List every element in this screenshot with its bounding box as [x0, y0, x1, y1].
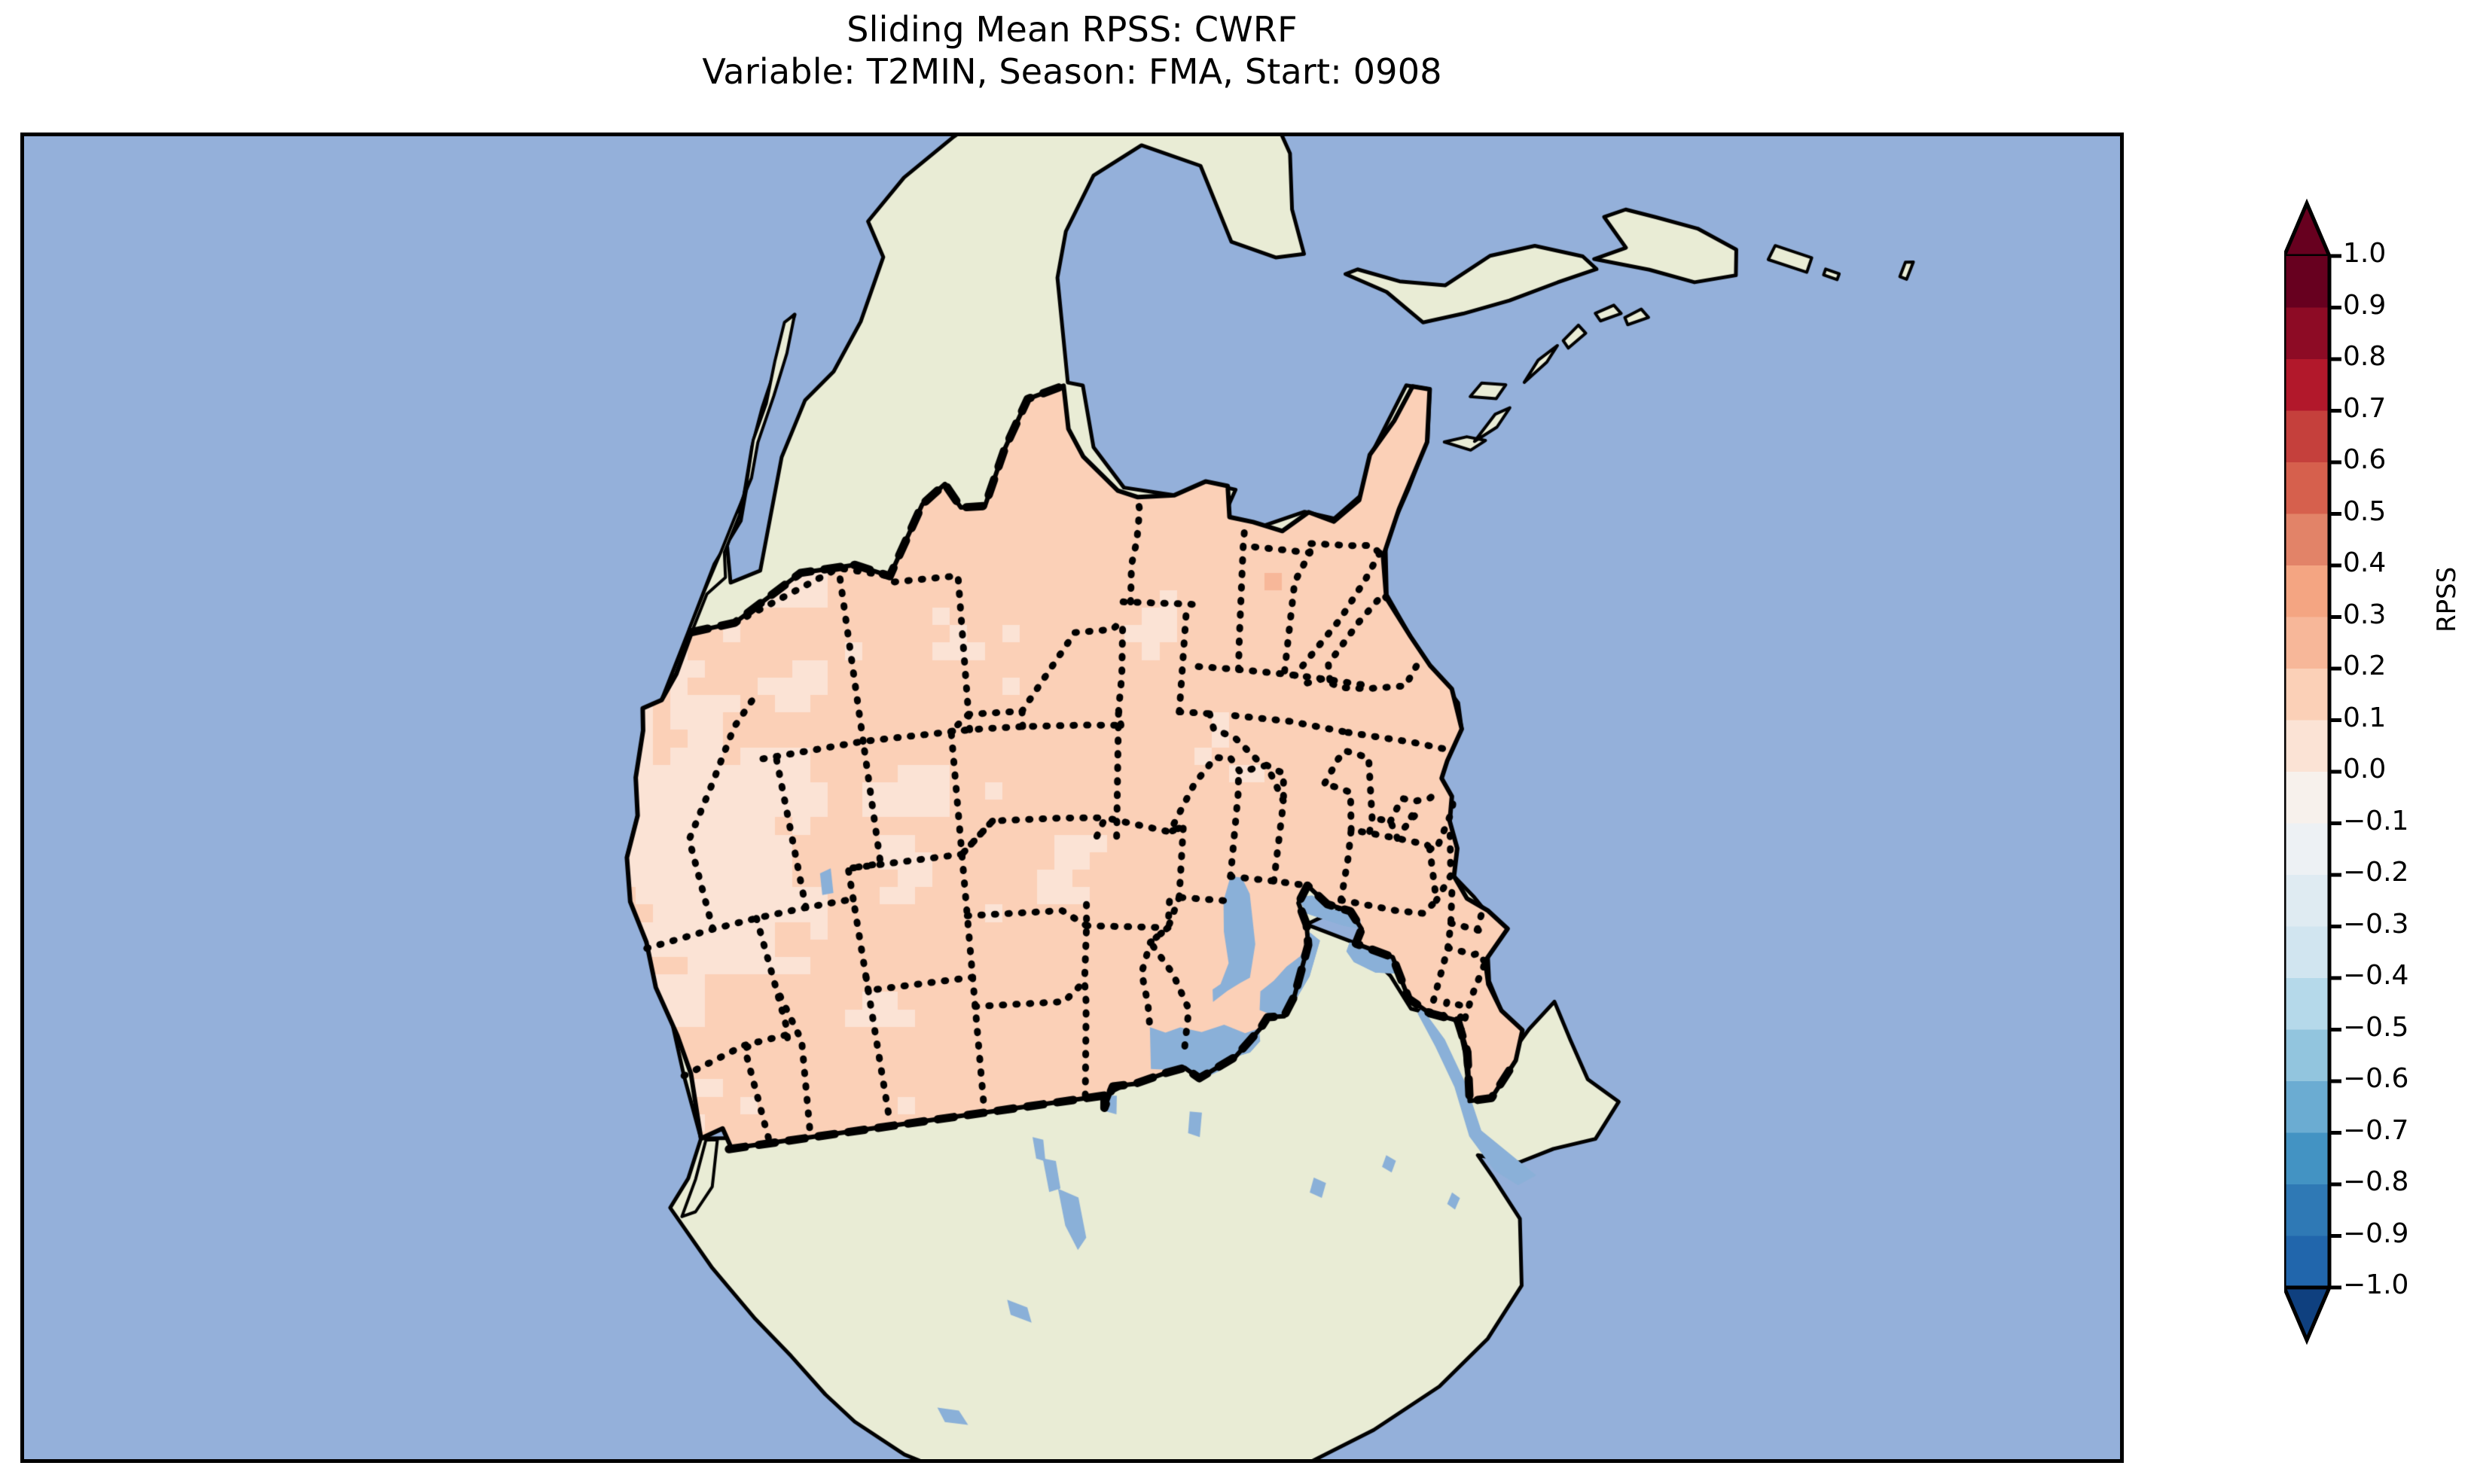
- rpss-map-raster[interactable]: [24, 136, 2120, 1459]
- colorbar-band: [2284, 565, 2329, 618]
- colorbar-band: [2284, 669, 2329, 721]
- colorbar-band: [2284, 617, 2329, 669]
- map-axes[interactable]: [20, 133, 2124, 1463]
- colorbar-band: [2284, 410, 2329, 463]
- colorbar-extend-bottom: [2284, 1285, 2332, 1345]
- colorbar-band: [2284, 359, 2329, 412]
- colorbar-tick-label: −0.9: [2343, 1217, 2409, 1249]
- colorbar-tick-label: −0.1: [2343, 805, 2409, 836]
- colorbar-tick-label: 0.2: [2343, 651, 2387, 681]
- colorbar-tick-label: 0.3: [2343, 599, 2387, 630]
- colorbar-tick-label: −1.0: [2343, 1269, 2409, 1300]
- colorbar-tick-label: −0.2: [2343, 857, 2409, 888]
- colorbar-tick-label: 0.7: [2343, 392, 2387, 424]
- colorbar-band: [2284, 978, 2329, 1031]
- colorbar-band: [2284, 513, 2329, 566]
- colorbar-tick-label: 0.5: [2343, 495, 2387, 527]
- colorbar-band: [2284, 1029, 2329, 1082]
- colorbar-band: [2284, 875, 2329, 928]
- colorbar-band: [2284, 823, 2329, 876]
- colorbar-band: [2284, 926, 2329, 979]
- colorbar[interactable]: RPSS 1.0 0.9 0.8 0.7 0.6 0.5 0.4 0.3 0.2 0.1 0.0 −0…: [2284, 113, 2472, 1408]
- colorbar-tick-label: 0.1: [2343, 702, 2387, 733]
- colorbar-tick-label: −0.3: [2343, 908, 2409, 940]
- colorbar-tick-label: −0.5: [2343, 1011, 2409, 1043]
- colorbar-band: [2284, 307, 2329, 360]
- colorbar-band: [2284, 1081, 2329, 1134]
- colorbar-tick-label: −0.6: [2343, 1063, 2409, 1094]
- colorbar-tick-label: 1.0: [2343, 238, 2387, 269]
- title-line-secondary: Variable: T2MIN, Season: FMA, Start: 090…: [702, 51, 1442, 92]
- colorbar-tick-label: −0.4: [2343, 960, 2409, 991]
- figure-title: Sliding Mean RPSS: CWRF Variable: T2MIN,…: [0, 0, 2144, 92]
- colorbar-band: [2284, 1236, 2329, 1288]
- colorbar-band: [2284, 462, 2329, 515]
- colorbar-extend-top: [2284, 198, 2332, 258]
- colorbar-tick-label: −0.8: [2343, 1166, 2409, 1197]
- colorbar-band: [2284, 256, 2329, 309]
- colorbar-tick-label: 0.6: [2343, 444, 2387, 475]
- colorbar-axis-label: RPSS: [2432, 566, 2462, 632]
- colorbar-band: [2284, 1184, 2329, 1237]
- colorbar-tick-label: −0.7: [2343, 1114, 2409, 1146]
- colorbar-tick-label: 0.9: [2343, 289, 2387, 321]
- colorbar-tick-label: 0.8: [2343, 341, 2387, 372]
- colorbar-bands[interactable]: [2284, 113, 2472, 1408]
- title-line-primary: Sliding Mean RPSS: CWRF: [847, 9, 1298, 50]
- colorbar-tick-label: 0.4: [2343, 547, 2387, 578]
- colorbar-band: [2284, 720, 2329, 772]
- colorbar-band: [2284, 772, 2329, 824]
- colorbar-band: [2284, 1132, 2329, 1185]
- colorbar-tick-label: 0.0: [2343, 754, 2387, 785]
